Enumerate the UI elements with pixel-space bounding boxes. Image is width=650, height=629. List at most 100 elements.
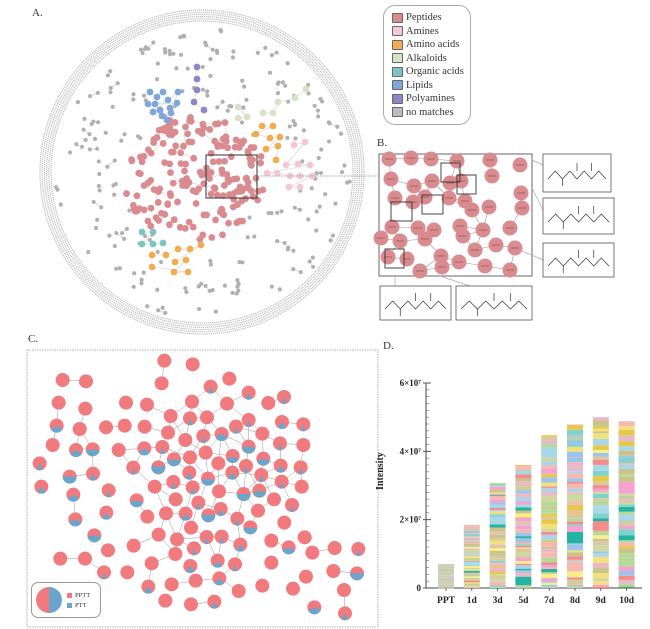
node-no-match: [293, 136, 298, 141]
bar-segment: [489, 545, 506, 549]
bar-segment: [438, 567, 454, 568]
node-peptide: [209, 158, 217, 166]
bar-segment: [592, 545, 609, 552]
bar-segment: [567, 577, 583, 580]
pie-node: [286, 581, 300, 596]
bar-segment: [592, 433, 609, 439]
node-alkaloid: [243, 113, 251, 121]
pie-node: [299, 569, 313, 584]
bar-segment: [489, 496, 506, 500]
pie-slice-ptt: [67, 494, 79, 502]
x-tick-label: 7d: [544, 596, 555, 606]
node-alkaloid: [234, 114, 242, 122]
bar-segment: [592, 562, 609, 568]
pie-node: [163, 409, 178, 423]
pie-node: [351, 542, 366, 556]
bar-segment: [463, 572, 480, 573]
pie-node: [86, 466, 100, 481]
node-amino-acid: [148, 263, 156, 271]
bar-segment: [618, 504, 635, 507]
pie-slice-ptt: [236, 544, 245, 552]
node-polyamine: [193, 75, 201, 83]
node-no-match: [105, 164, 110, 169]
node-no-match: [95, 90, 100, 95]
bar-segment: [489, 485, 506, 487]
node-no-match: [245, 235, 250, 240]
pie-slice-ptt: [191, 548, 197, 556]
pie-slice-ptt: [282, 547, 295, 555]
pie-node: [120, 565, 135, 580]
node-peptide: [242, 195, 249, 202]
bar-segment: [515, 465, 532, 468]
pie-node: [129, 493, 144, 508]
bar-segment: [567, 565, 583, 572]
legend-label: Alkaloids: [406, 52, 447, 64]
node-amino-acid: [274, 142, 282, 150]
node-lipid: [151, 100, 159, 108]
pie-slice-ptt: [186, 472, 193, 480]
bar-segment: [618, 446, 635, 451]
legend-swatch: [392, 12, 403, 23]
pie-node: [85, 442, 100, 457]
bar-segment: [592, 438, 609, 446]
node-peptide: [210, 184, 218, 192]
bar-segment: [515, 532, 532, 537]
node-no-match: [91, 199, 96, 205]
bar-segment: [567, 586, 583, 588]
node-no-match: [220, 99, 225, 104]
bar-segment: [541, 523, 558, 529]
node-peptide: [223, 171, 231, 178]
node-no-match: [230, 55, 236, 60]
node-peptide: [181, 167, 188, 175]
node-no-match: [315, 108, 321, 113]
pie-slice-pptt: [286, 581, 300, 596]
node-no-match: [286, 245, 291, 250]
node-no-match: [119, 138, 124, 143]
pie-slice-pptt: [159, 506, 173, 521]
node-no-match: [151, 40, 156, 45]
bar-segment: [438, 583, 454, 584]
bar-segment: [618, 500, 635, 503]
bar-segment: [592, 532, 609, 536]
bar-segment: [438, 579, 454, 580]
bar-segment: [489, 527, 506, 532]
bar-segment: [541, 482, 558, 487]
pie-slice-ptt: [227, 456, 239, 463]
bar-segment: [463, 546, 480, 547]
edge: [288, 175, 313, 188]
pie-node: [239, 459, 253, 474]
pie-node: [161, 425, 175, 440]
pie-node: [184, 597, 198, 612]
node-peptide: [212, 216, 219, 224]
panel-d-label: D.: [383, 340, 394, 352]
bar-segment: [567, 521, 583, 525]
bar-segment: [592, 464, 609, 471]
node-no-match: [309, 186, 314, 191]
pie-slice-ptt: [252, 490, 266, 498]
bar-segment: [618, 557, 635, 561]
legend-item: Amines: [392, 25, 470, 39]
node-no-match: [110, 104, 115, 109]
pie-slice-ptt: [160, 447, 165, 454]
bar-segment: [567, 436, 583, 440]
node-amine: [294, 160, 302, 168]
bar-segment: [438, 580, 454, 581]
node-peptide: [133, 192, 141, 200]
highlight-box: [384, 248, 405, 269]
node-no-match: [87, 132, 92, 137]
node-alkaloid: [234, 103, 242, 111]
node-no-match: [82, 116, 87, 121]
bar-segment: [463, 538, 480, 541]
node-no-match: [285, 61, 290, 66]
bar-segment: [489, 576, 506, 579]
bar-segment: [541, 578, 558, 580]
structure-frame: [542, 242, 615, 278]
bar-segment: [515, 576, 532, 586]
pie-node: [230, 511, 245, 526]
edge: [151, 266, 189, 273]
structure-frame: [379, 285, 452, 321]
node-peptide: [215, 158, 223, 165]
legend-swatch: [67, 593, 72, 598]
bar-segment: [592, 452, 609, 457]
bar-segment: [515, 538, 532, 543]
